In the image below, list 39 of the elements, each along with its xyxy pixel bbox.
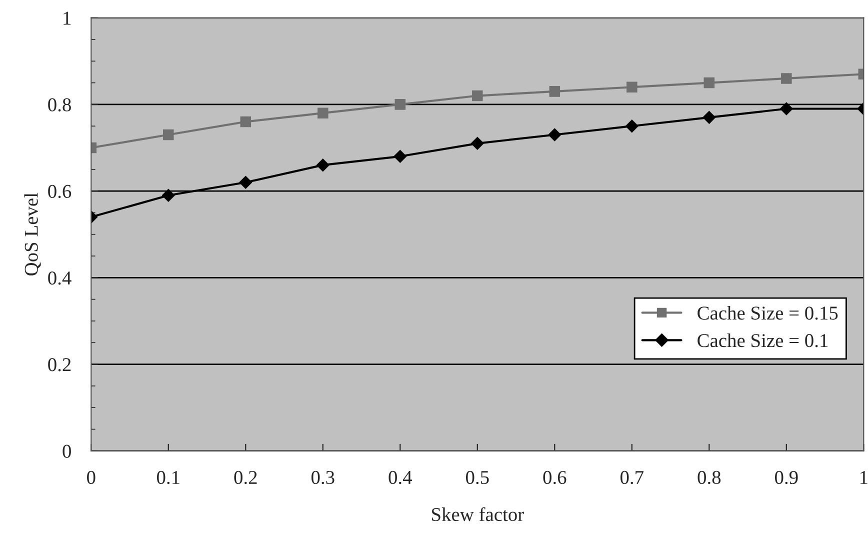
x-tick-label: 0 <box>87 470 96 484</box>
point <box>163 129 174 140</box>
y-axis-title: QoS Level <box>24 192 41 276</box>
point <box>549 86 560 97</box>
point <box>162 188 175 202</box>
x-tick-label: 0.6 <box>543 470 566 484</box>
y-tick-label: 0.6 <box>48 184 72 198</box>
legend-label: Cache Size = 0.15 <box>698 306 838 320</box>
point <box>240 116 252 128</box>
point <box>625 120 638 133</box>
legend-label: Cache Size = 0.1 <box>698 333 828 348</box>
point <box>394 150 407 163</box>
y-tick-label: 0.2 <box>48 358 71 372</box>
x-tick-label: 0.9 <box>774 470 798 484</box>
point <box>472 90 483 102</box>
x-tick-label: 0.5 <box>466 470 489 484</box>
x-tick-label: 0.4 <box>388 470 412 484</box>
point <box>626 82 638 92</box>
point <box>702 111 716 124</box>
point <box>316 158 330 172</box>
x-tick-label: 1 <box>860 471 868 484</box>
point <box>239 176 252 189</box>
x-tick-label: 0.1 <box>156 470 180 484</box>
x-tick-label: 0.7 <box>620 470 644 484</box>
point <box>470 137 484 150</box>
x-tick-label: 0.8 <box>698 470 721 484</box>
point <box>394 99 406 110</box>
x-tick-label: 0.3 <box>311 470 334 484</box>
y-tick-label: 0.4 <box>48 271 72 285</box>
point <box>780 102 793 116</box>
x-tick-label: 0.2 <box>234 470 257 484</box>
point <box>548 128 562 142</box>
y-tick-label: 0 <box>62 444 71 458</box>
point <box>781 73 792 84</box>
y-tick-label: 0.8 <box>48 98 71 112</box>
y-tick-label: 1 <box>64 12 71 25</box>
point <box>318 108 328 118</box>
point <box>704 77 715 88</box>
x-axis-title: Skew factor <box>432 507 524 522</box>
